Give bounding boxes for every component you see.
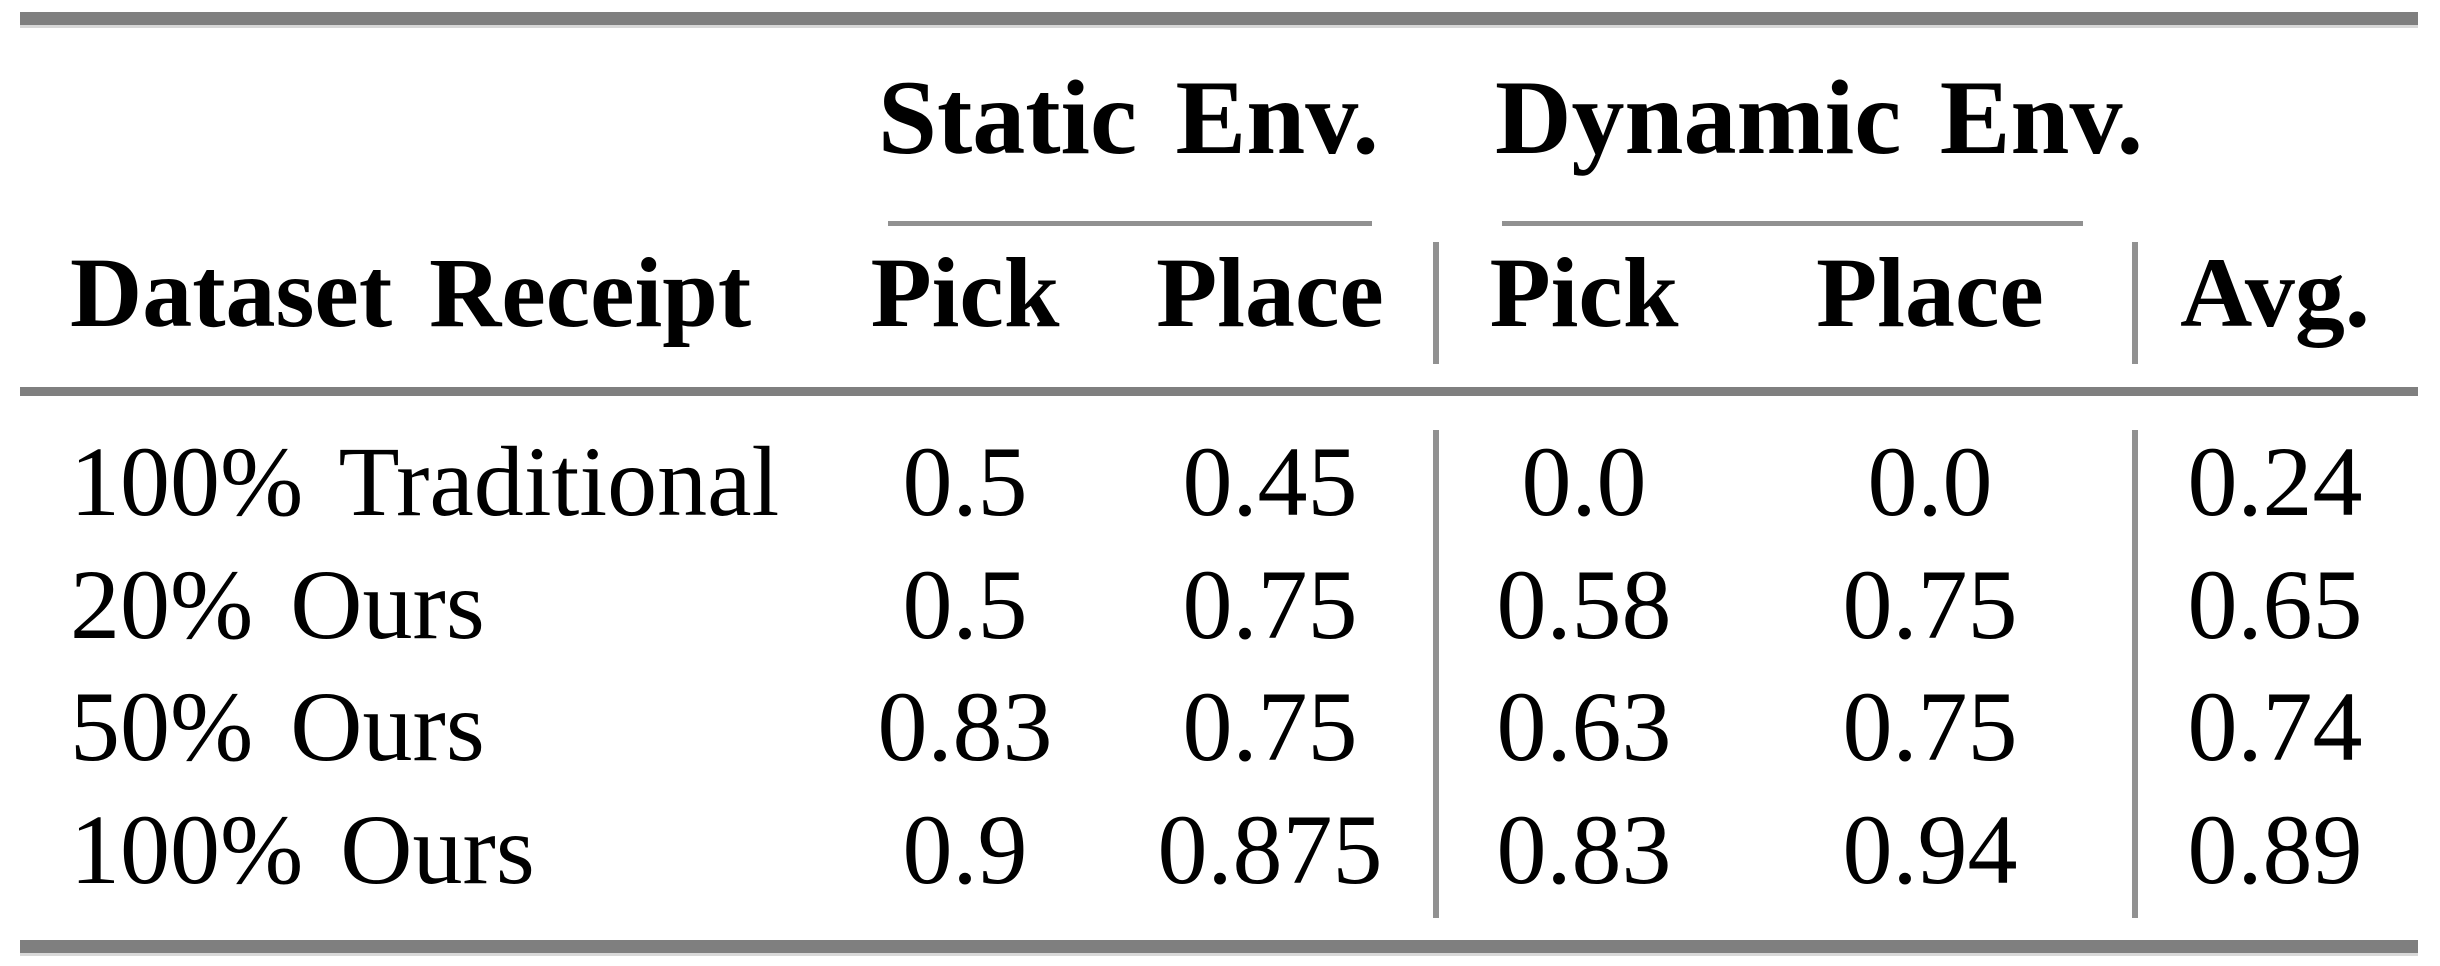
column-header-dynamic-place: Place xyxy=(1816,237,2044,348)
column-separator-2-header xyxy=(2132,242,2138,364)
cell-value: 0.75 xyxy=(1842,671,2018,782)
column-separator-1-body xyxy=(1433,430,1439,918)
group-header-dynamic-env: Dynamic Env. xyxy=(1495,59,2144,176)
row-label: 100% Ours xyxy=(70,794,535,905)
column-header-dataset-receipt: Dataset Receipt xyxy=(70,237,752,348)
table-bottom-rule xyxy=(20,940,2418,953)
column-header-avg: Avg. xyxy=(2180,237,2370,348)
column-separator-1-header xyxy=(1433,242,1439,364)
column-header-static-place: Place xyxy=(1156,237,1384,348)
row-label: 100% Traditional xyxy=(70,426,780,537)
cell-value: 0.75 xyxy=(1182,549,1358,660)
cell-value: 0.58 xyxy=(1496,549,1672,660)
cell-value: 0.75 xyxy=(1842,549,2018,660)
cell-value: 0.9 xyxy=(902,794,1028,905)
cell-value: 0.5 xyxy=(902,549,1028,660)
table-mid-rule xyxy=(20,387,2418,396)
cell-value: 0.45 xyxy=(1182,426,1358,537)
group-header-static-env: Static Env. xyxy=(878,59,1379,176)
cell-value: 0.74 xyxy=(2187,671,2363,782)
cell-value: 0.83 xyxy=(877,671,1053,782)
table-top-rule xyxy=(20,12,2418,25)
cell-value: 0.0 xyxy=(1521,426,1647,537)
column-header-dynamic-pick: Pick xyxy=(1489,237,1679,348)
cell-value: 0.0 xyxy=(1867,426,1993,537)
row-label: 20% Ours xyxy=(70,549,485,660)
dynamic-env-underline xyxy=(1502,221,2083,226)
cell-value: 0.63 xyxy=(1496,671,1672,782)
column-header-static-pick: Pick xyxy=(870,237,1060,348)
cell-value: 0.75 xyxy=(1182,671,1358,782)
cell-value: 0.5 xyxy=(902,426,1028,537)
cell-value: 0.24 xyxy=(2187,426,2363,537)
cell-value: 0.65 xyxy=(2187,549,2363,660)
static-env-underline xyxy=(888,221,1372,226)
cell-value: 0.875 xyxy=(1157,794,1383,905)
column-separator-2-body xyxy=(2132,430,2138,918)
cell-value: 0.83 xyxy=(1496,794,1672,905)
cell-value: 0.89 xyxy=(2187,794,2363,905)
row-label: 50% Ours xyxy=(70,671,485,782)
cell-value: 0.94 xyxy=(1842,794,2018,905)
